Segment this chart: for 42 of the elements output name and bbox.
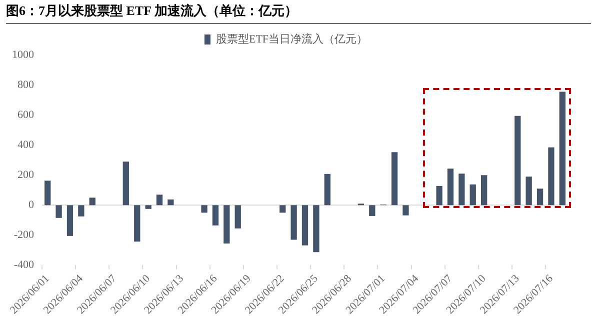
- bar: [168, 199, 174, 206]
- bar: [402, 205, 409, 216]
- bar: [536, 188, 544, 206]
- bar: [526, 176, 532, 206]
- bar: [470, 184, 476, 206]
- bar: [122, 162, 130, 206]
- chart-title: 图6：7月以来股票型 ETF 加速流入（单位：亿元）: [6, 2, 591, 24]
- bar: [145, 205, 152, 209]
- bar: [480, 175, 488, 206]
- bar: [234, 205, 241, 228]
- bar: [290, 205, 297, 240]
- bar: [548, 147, 554, 206]
- bar: [302, 205, 308, 246]
- bar: [134, 205, 140, 242]
- bar: [369, 205, 376, 216]
- y-tick-label: 600: [18, 108, 34, 121]
- bar: [44, 180, 51, 206]
- bar: [280, 205, 286, 213]
- legend-label: 股票型ETF当日净流入（亿元）: [216, 32, 368, 46]
- bar: [66, 205, 74, 236]
- y-tick-label: 0: [28, 199, 34, 212]
- bar: [458, 174, 465, 206]
- y-tick-label: 400: [18, 138, 34, 151]
- y-tick-label: 1000: [12, 48, 34, 61]
- bar: [324, 174, 330, 206]
- bar: [224, 205, 230, 244]
- bar: [447, 168, 454, 206]
- bar: [514, 116, 521, 206]
- y-tick-label: -200: [14, 229, 34, 242]
- bar: [201, 205, 208, 213]
- bar: [78, 205, 84, 216]
- bar: [559, 92, 566, 206]
- y-tick-label: -400: [14, 259, 34, 272]
- bar: [391, 152, 398, 206]
- bar: [56, 205, 62, 218]
- y-tick-label: 200: [18, 169, 34, 182]
- bar: [156, 194, 163, 206]
- bar: [436, 186, 442, 206]
- bar: [89, 198, 96, 206]
- bar: [313, 205, 320, 252]
- y-tick-label: 800: [18, 78, 34, 91]
- bar: [212, 205, 219, 226]
